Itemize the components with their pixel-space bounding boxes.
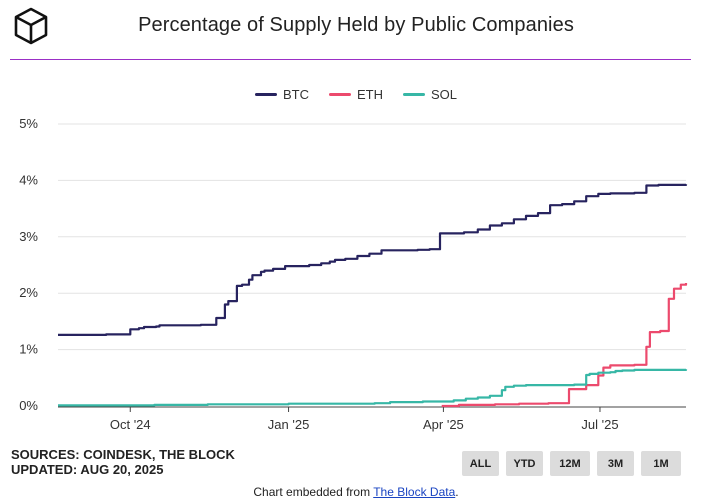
legend-swatch-eth	[328, 93, 351, 96]
legend-item-sol[interactable]: SOL	[402, 87, 457, 102]
range-button-3m[interactable]: 3M	[597, 451, 634, 476]
y-tick-label: 2%	[19, 285, 38, 300]
y-axis-tick-labels: 0% 1% 2% 3% 4% 5%	[19, 116, 38, 413]
updated-text: UPDATED: AUG 20, 2025	[11, 462, 164, 477]
grid-lines	[58, 123, 686, 351]
y-tick-label: 1%	[19, 342, 38, 357]
x-tick-label: Jul '25	[581, 417, 618, 432]
x-tick-label: Oct '24	[110, 417, 151, 432]
legend-label-eth: ETH	[356, 87, 383, 102]
sources-text: SOURCES: COINDESK, THE BLOCK	[11, 447, 235, 462]
series-lines	[58, 183, 688, 408]
series-line-eth	[441, 283, 688, 408]
the-block-data-link[interactable]: The Block Data	[373, 485, 456, 499]
x-axis: Oct '24 Jan '25 Apr '25 Jul '25	[58, 406, 686, 432]
embed-prefix: Chart embedded from	[253, 485, 374, 499]
embed-suffix: .	[455, 485, 459, 499]
series-line-sol	[58, 368, 688, 407]
y-tick-label: 5%	[19, 116, 38, 131]
legend-label-btc: BTC	[282, 87, 309, 102]
footer-sources: SOURCES: COINDESK, THE BLOCK UPDATED: AU…	[11, 447, 235, 477]
range-button-12m[interactable]: 12M	[550, 451, 590, 476]
range-button-1m[interactable]: 1M	[641, 451, 681, 476]
title-divider	[10, 59, 691, 60]
series-line-btc	[58, 183, 688, 336]
legend-item-eth[interactable]: ETH	[328, 87, 383, 102]
chart-title: Percentage of Supply Held by Public Comp…	[138, 14, 574, 36]
x-tick-label: Jan '25	[268, 417, 310, 432]
range-button-ytd[interactable]: YTD	[506, 451, 543, 476]
the-block-logo	[10, 6, 52, 46]
x-tick-label: Apr '25	[423, 417, 464, 432]
chart-legend: BTC ETH SOL	[0, 87, 712, 102]
legend-item-btc[interactable]: BTC	[254, 87, 309, 102]
legend-label-sol: SOL	[430, 87, 457, 102]
y-tick-label: 4%	[19, 172, 38, 187]
range-selector: ALL YTD 12M 3M 1M	[462, 451, 681, 476]
embed-note: Chart embedded from The Block Data.	[0, 485, 712, 499]
legend-swatch-sol	[402, 93, 425, 96]
line-chart: 0% 1% 2% 3% 4% 5% Oct '24 Jan '25 Apr '25 Jul '2…	[19, 116, 688, 432]
y-tick-label: 3%	[19, 229, 38, 244]
y-tick-label: 0%	[19, 398, 38, 413]
range-button-all[interactable]: ALL	[462, 451, 499, 476]
legend-swatch-btc	[254, 93, 277, 96]
